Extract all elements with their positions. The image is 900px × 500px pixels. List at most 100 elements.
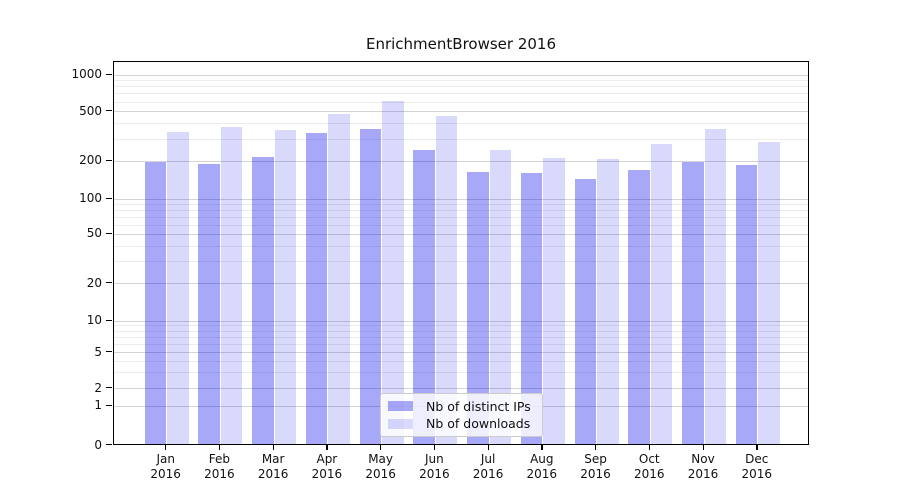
y-tick-50 (106, 232, 112, 235)
gridline-minor-90 (114, 204, 808, 206)
x-tick-label-month-aug: Aug (530, 452, 554, 466)
y-tick-0 (106, 444, 112, 446)
plot-area: Nb of distinct IPs Nb of downloads (113, 61, 809, 445)
gridline-major-500 (114, 111, 808, 113)
x-tick-label-sep: Sep 2016 (566, 452, 626, 482)
x-tick-dec (756, 444, 758, 450)
gridline-major-100 (114, 198, 808, 200)
x-tick-label-year-aug: 2016 (526, 467, 558, 481)
gridline-minor-70 (114, 216, 808, 218)
y-tick-label-500: 500 (79, 103, 102, 118)
bar-nb-of-distinct-ips-oct (628, 170, 650, 444)
y-tick-1 (106, 404, 112, 406)
x-tick-sep (595, 444, 597, 450)
x-tick-label-feb: Feb 2016 (189, 452, 249, 482)
gridline-minor-30 (114, 261, 808, 263)
legend-item-downloads: Nb of downloads (388, 416, 534, 431)
y-tick-label-100: 100 (79, 191, 102, 206)
bar-nb-of-distinct-ips-jan (144, 162, 167, 444)
bar-nb-of-distinct-ips-apr (305, 132, 328, 444)
y-tick-label-5: 5 (94, 344, 102, 359)
x-tick-label-year-apr: 2016 (311, 467, 343, 481)
gridline-major-20 (114, 283, 808, 285)
x-tick-apr (326, 444, 328, 450)
x-tick-label-month-jul: Jul (480, 452, 496, 466)
x-tick-label-year-jan: 2016 (150, 467, 181, 481)
x-tick-label-aug: Aug 2016 (512, 452, 572, 482)
y-tick-label-0: 0 (94, 437, 102, 452)
x-tick-oct (648, 444, 651, 450)
x-tick-label-year-sep: 2016 (580, 467, 611, 481)
bar-nb-of-downloads-dec (758, 141, 780, 444)
x-tick-label-jul: Jul 2016 (458, 452, 518, 482)
y-tick-100 (106, 197, 112, 200)
x-tick-jul (487, 444, 489, 450)
gridline-minor-8 (114, 330, 808, 332)
gridline-minor-400 (114, 123, 808, 125)
gridline-major-1000 (114, 74, 808, 76)
x-tick-aug (541, 444, 543, 450)
legend-item-distinct-ips: Nb of distinct IPs (388, 399, 534, 414)
bar-nb-of-downloads-nov (704, 128, 726, 444)
legend: Nb of distinct IPs Nb of downloads (380, 393, 543, 437)
gridline-minor-6 (114, 343, 808, 345)
legend-label-distinct-ips: Nb of distinct IPs (426, 398, 531, 414)
x-tick-label-mar: Mar 2016 (243, 452, 303, 482)
legend-swatch-distinct-ips (388, 401, 413, 412)
bar-nb-of-distinct-ips-aug (520, 172, 543, 444)
x-tick-label-apr: Apr 2016 (297, 452, 357, 482)
bar-nb-of-downloads-aug (543, 157, 565, 444)
bar-nb-of-downloads-oct (650, 144, 673, 444)
gridline-minor-700 (114, 93, 808, 95)
y-tick-label-2: 2 (94, 380, 102, 395)
x-tick-label-month-may: May (368, 452, 394, 466)
x-tick-label-may: May 2016 (351, 452, 411, 482)
gridline-minor-3 (114, 372, 808, 374)
bar-nb-of-downloads-feb (220, 127, 243, 444)
legend-swatch-downloads (388, 418, 413, 429)
bar-nb-of-distinct-ips-jul (467, 171, 489, 444)
x-tick-label-year-feb: 2016 (204, 467, 235, 481)
bar-nb-of-downloads-apr (328, 114, 350, 444)
x-tick-label-year-oct: 2016 (633, 467, 665, 481)
bar-nb-of-distinct-ips-may (359, 129, 382, 444)
gridline-minor-40 (114, 245, 808, 247)
x-tick-label-month-oct: Oct (638, 452, 660, 466)
y-tick-label-1000: 1000 (71, 67, 102, 81)
x-tick-jun (433, 444, 436, 450)
x-tick-feb (218, 444, 221, 450)
gridline-minor-60 (114, 224, 808, 226)
bar-nb-of-downloads-jun (435, 116, 458, 444)
x-tick-label-oct: Oct 2016 (619, 452, 679, 482)
gridline-minor-9 (114, 325, 808, 327)
x-tick-label-year-jul: 2016 (472, 467, 504, 481)
x-tick-label-year-nov: 2016 (687, 467, 719, 481)
chart-title: EnrichmentBrowser 2016 (365, 35, 557, 53)
gridline-minor-7 (114, 336, 808, 338)
bar-nb-of-distinct-ips-feb (198, 164, 220, 444)
x-tick-label-month-feb: Feb (208, 452, 231, 466)
x-tick-label-year-mar: 2016 (257, 467, 289, 481)
x-tick-label-year-may: 2016 (365, 467, 396, 481)
x-tick-label-jan: Jan 2016 (136, 452, 196, 482)
x-tick-label-month-sep: Sep (584, 452, 607, 466)
bar-nb-of-downloads-jul (489, 149, 512, 444)
bar-nb-of-downloads-sep (597, 158, 619, 444)
x-tick-nov (702, 444, 704, 450)
gridline-major-50 (114, 233, 808, 235)
y-tick-500 (106, 110, 112, 112)
bar-nb-of-distinct-ips-mar (252, 157, 274, 444)
gridline-minor-4 (114, 360, 808, 362)
bar-nb-of-distinct-ips-jun (413, 150, 435, 444)
y-tick-1000 (106, 73, 112, 75)
y-tick-10 (106, 319, 112, 321)
bar-nb-of-distinct-ips-sep (574, 178, 597, 444)
y-tick-label-50: 50 (86, 226, 102, 241)
bar-nb-of-downloads-mar (274, 130, 297, 444)
bar-nb-of-downloads-may (382, 100, 404, 444)
bar-nb-of-distinct-ips-dec (735, 164, 758, 444)
legend-label-downloads: Nb of downloads (426, 416, 531, 432)
bar-nb-of-downloads-jan (167, 132, 189, 444)
gridline-major-2 (114, 388, 808, 389)
